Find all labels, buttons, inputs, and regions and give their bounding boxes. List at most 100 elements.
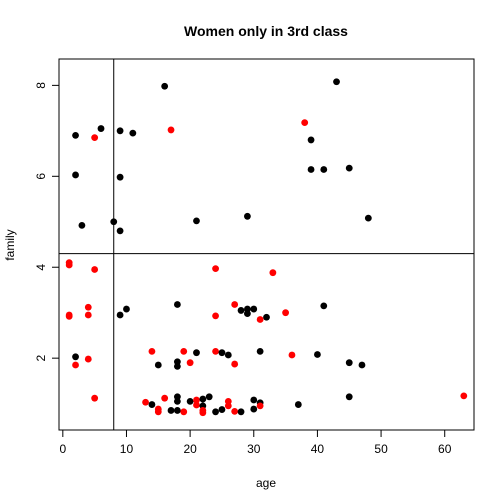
data-point-red bbox=[84, 311, 92, 319]
data-point-red bbox=[180, 347, 188, 355]
data-point-red bbox=[91, 394, 99, 402]
data-point-red bbox=[72, 361, 79, 369]
data-point-black bbox=[294, 401, 302, 408]
x-tick-label: 30 bbox=[247, 442, 261, 456]
data-point-red bbox=[224, 402, 232, 410]
data-point-black bbox=[212, 408, 219, 416]
data-point-red bbox=[91, 266, 99, 273]
data-point-black bbox=[193, 217, 200, 225]
data-point-black bbox=[320, 302, 328, 310]
x-tick-label: 10 bbox=[120, 442, 134, 456]
data-point-black bbox=[244, 212, 251, 220]
data-point-black bbox=[116, 227, 124, 235]
data-point-black bbox=[237, 408, 245, 416]
data-point-black bbox=[193, 349, 200, 357]
data-point-black bbox=[307, 136, 315, 144]
data-point-red bbox=[167, 126, 175, 134]
data-point-red bbox=[256, 316, 264, 323]
data-point-red bbox=[288, 351, 296, 359]
data-point-red bbox=[142, 398, 149, 406]
data-point-black bbox=[345, 164, 353, 172]
data-point-red bbox=[212, 312, 219, 320]
data-point-black bbox=[161, 82, 169, 90]
x-tick-label: 60 bbox=[438, 442, 452, 456]
y-tick-label: 8 bbox=[34, 82, 48, 89]
data-point-black bbox=[167, 407, 175, 414]
data-point-black bbox=[116, 127, 124, 135]
data-point-black bbox=[173, 362, 181, 370]
y-tick-label: 6 bbox=[34, 173, 48, 180]
data-point-black bbox=[333, 78, 340, 86]
data-point-black bbox=[256, 347, 264, 355]
data-points bbox=[65, 78, 468, 417]
x-tick-label: 50 bbox=[374, 442, 388, 456]
data-point-black bbox=[148, 401, 156, 408]
data-point-red bbox=[84, 355, 92, 363]
data-point-black bbox=[173, 397, 181, 405]
data-point-black bbox=[173, 301, 181, 308]
data-point-red bbox=[460, 392, 468, 400]
data-point-black bbox=[307, 166, 315, 173]
data-point-red bbox=[193, 401, 200, 409]
data-point-black bbox=[154, 361, 162, 369]
data-point-black bbox=[345, 393, 353, 401]
data-point-black bbox=[123, 305, 130, 313]
data-point-black bbox=[72, 171, 79, 179]
data-point-red bbox=[231, 301, 239, 308]
data-point-red bbox=[65, 312, 73, 320]
data-point-red bbox=[186, 359, 194, 367]
data-point-black bbox=[97, 125, 105, 132]
data-point-black bbox=[218, 406, 226, 413]
data-point-black bbox=[116, 173, 124, 181]
data-point-black bbox=[129, 129, 137, 137]
x-axis-label: age bbox=[256, 476, 276, 490]
data-point-red bbox=[180, 408, 188, 416]
data-point-red bbox=[282, 309, 289, 317]
reference-lines bbox=[59, 59, 474, 430]
data-point-black bbox=[244, 310, 251, 318]
x-tick-label: 20 bbox=[183, 442, 197, 456]
data-point-black bbox=[218, 349, 226, 357]
x-tick-label: 0 bbox=[59, 442, 66, 456]
data-point-red bbox=[212, 265, 219, 272]
data-point-red bbox=[301, 119, 309, 127]
data-point-red bbox=[65, 261, 73, 269]
chart-title: Women only in 3rd class bbox=[184, 23, 348, 39]
data-point-black bbox=[250, 305, 258, 313]
data-point-red bbox=[212, 347, 219, 355]
data-point-black bbox=[320, 166, 328, 173]
data-point-black bbox=[345, 359, 353, 367]
data-point-black bbox=[110, 218, 118, 226]
data-point-black bbox=[205, 393, 213, 401]
data-point-red bbox=[161, 394, 169, 402]
data-point-red bbox=[91, 134, 99, 142]
x-axis: 0 10 20 30 40 50 60 bbox=[59, 429, 452, 456]
data-point-black bbox=[237, 307, 245, 314]
data-point-black bbox=[358, 361, 366, 369]
data-point-black bbox=[250, 405, 258, 413]
x-tick-label: 40 bbox=[311, 442, 325, 456]
data-point-black bbox=[314, 351, 321, 358]
data-point-black bbox=[364, 214, 372, 222]
y-axis: 2 4 6 8 bbox=[34, 82, 60, 362]
data-point-black bbox=[263, 313, 270, 321]
data-point-black bbox=[72, 353, 79, 361]
data-point-red bbox=[231, 360, 239, 368]
data-point-red bbox=[148, 347, 156, 355]
data-point-red bbox=[269, 269, 277, 277]
y-tick-label: 4 bbox=[34, 264, 48, 271]
data-point-red bbox=[154, 408, 162, 416]
data-point-red bbox=[231, 407, 239, 415]
data-point-black bbox=[173, 407, 181, 414]
data-point-black bbox=[224, 351, 232, 359]
data-point-red bbox=[256, 402, 264, 410]
data-point-black bbox=[72, 131, 79, 139]
data-point-black bbox=[250, 396, 258, 404]
data-point-red bbox=[199, 409, 207, 417]
plot-frame bbox=[58, 58, 475, 431]
y-axis-label: family bbox=[3, 229, 17, 260]
data-point-black bbox=[78, 222, 86, 229]
data-point-black bbox=[186, 397, 194, 405]
data-point-black bbox=[116, 311, 124, 319]
